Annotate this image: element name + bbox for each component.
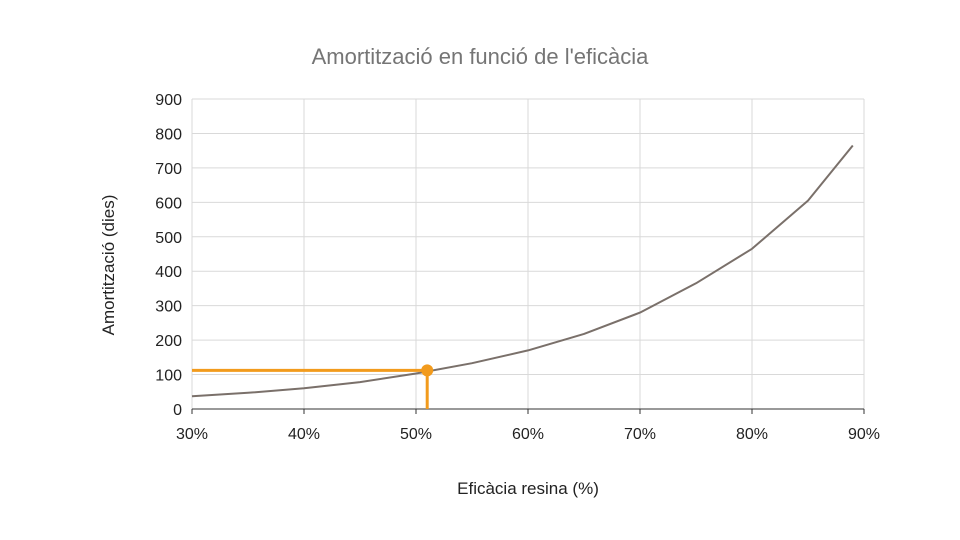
y-tick-label: 100 [155,368,182,385]
y-tick-label: 700 [155,161,182,178]
highlight-point [421,364,434,377]
y-tick-label: 600 [155,195,182,212]
x-tick-label: 40% [288,426,320,443]
tick-labels: 0 100 200 300 400 500 600 700 800 900 30% 40% 50% 60%… [155,92,880,443]
x-tick-label: 60% [512,426,544,443]
y-tick-label: 200 [155,333,182,350]
y-tick-label: 800 [155,126,182,143]
highlight-layer [192,364,434,409]
x-tick-label: 50% [400,426,432,443]
series-line [191,144,854,398]
chart-title: Amortització en funció de l'eficàcia [312,44,650,69]
y-tick-label: 500 [155,230,182,247]
x-axis-label: Eficàcia resina (%) [457,479,599,498]
series-layer [191,144,854,398]
y-tick-label: 0 [173,402,182,419]
axes [191,408,865,414]
y-axis-label: Amortització (dies) [99,195,118,336]
x-tick-label: 80% [736,426,768,443]
x-tick-label: 70% [624,426,656,443]
y-tick-label: 400 [155,264,182,281]
grid [191,98,865,409]
x-tick-label: 30% [176,426,208,443]
y-tick-label: 900 [155,92,182,109]
y-tick-label: 300 [155,299,182,316]
x-tick-label: 90% [848,426,880,443]
